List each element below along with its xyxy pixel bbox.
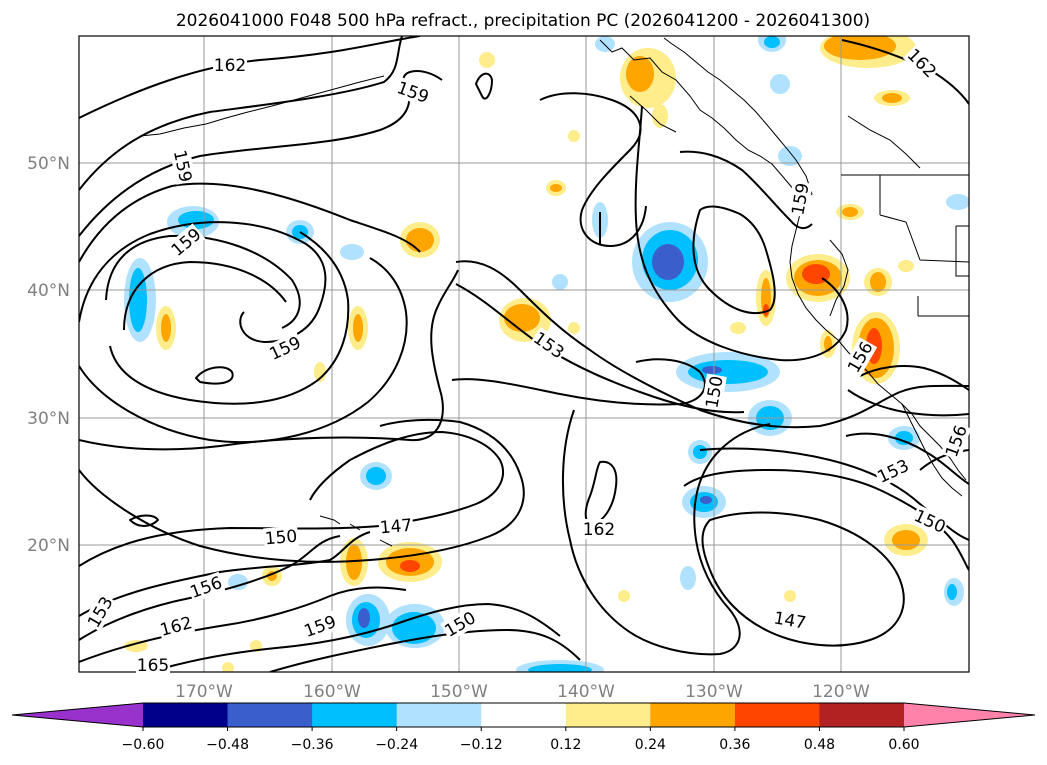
contour-label: 150 <box>264 527 298 550</box>
contour-label-bg <box>873 454 913 488</box>
colorbar-extend-high <box>904 703 1035 727</box>
contour-label-bg <box>156 611 196 641</box>
contour-label-bg <box>186 571 226 603</box>
contour-label-bg <box>787 180 813 218</box>
colorbar-segment <box>312 703 398 727</box>
colorbar-tick-label: 0.12 <box>550 737 581 753</box>
contour-label-bg <box>300 610 340 642</box>
colorbar-segment <box>734 703 820 727</box>
contour-label-bg <box>136 655 170 675</box>
contour-label-bg <box>440 606 480 642</box>
colorbar: −0.60 −0.48 −0.36 −0.24 −0.12 0.12 0.24 0.36 0.4… <box>11 702 1036 753</box>
colorbar-extend-low <box>12 703 143 727</box>
figure-title: 2026041000 F048 500 hPa refract., precip… <box>176 11 870 31</box>
contour-label-bg <box>378 514 414 538</box>
colorbar-tick-label: 0.48 <box>804 737 835 753</box>
contour-label-bg <box>393 76 433 108</box>
latitude-labels: 50°N 40°N 30°N 20°N <box>27 154 70 556</box>
lon-label-150w: 150°W <box>430 682 488 702</box>
colorbar-segment <box>143 703 229 727</box>
contour-label-bg <box>265 331 305 365</box>
colorbar-tick-label: −0.36 <box>291 737 334 753</box>
colorbar-segment <box>481 703 567 727</box>
contour-label-bg <box>902 43 942 83</box>
refractivity-contours <box>79 36 969 672</box>
colorbar-tick-label: 0.36 <box>719 737 750 753</box>
colorbar-tick-label: 0.60 <box>888 737 919 753</box>
contour-label-bg <box>263 525 299 549</box>
contour-label-bg <box>842 337 878 377</box>
colorbar-tick-label: −0.24 <box>375 737 418 753</box>
contour-label-bg <box>701 373 727 411</box>
longitude-labels: 170°W 160°W 150°W 140°W 130°W 120°W <box>175 682 870 702</box>
colorbar-tick-label: 0.24 <box>635 737 666 753</box>
contour-label: 162 <box>214 56 246 76</box>
lon-label-140w: 140°W <box>557 682 615 702</box>
contour-label: 147 <box>379 516 413 539</box>
lon-label-170w: 170°W <box>175 682 233 702</box>
colorbar-segment <box>227 703 313 727</box>
contour-label-bg <box>529 327 569 363</box>
contour-label-bg <box>169 147 197 185</box>
contour-label-bg <box>910 504 950 538</box>
colorbar-segment <box>565 703 651 727</box>
contour-label-bg <box>82 592 118 632</box>
colorbar-tick-label: −0.60 <box>122 737 165 753</box>
colorbar-tick-label: −0.48 <box>206 737 249 753</box>
colorbar-segment <box>819 703 905 727</box>
colorbar-segment <box>396 703 482 727</box>
contour-label-bg <box>771 607 809 633</box>
lon-label-130w: 130°W <box>685 682 743 702</box>
contour-label-bg <box>166 223 206 261</box>
lat-label-30n: 30°N <box>27 409 70 429</box>
lat-label-20n: 20°N <box>27 536 70 556</box>
contour-label: 162 <box>583 520 615 540</box>
contour-label: 165 <box>137 656 169 676</box>
colorbar-tick-label: −0.12 <box>460 737 503 753</box>
lat-label-50n: 50°N <box>27 154 70 174</box>
contour-label-bg <box>940 421 972 461</box>
graticule <box>79 36 969 672</box>
colorbar-segment <box>650 703 736 727</box>
map-frame <box>78 35 970 673</box>
contour-label-bg <box>213 55 247 75</box>
lon-label-160w: 160°W <box>303 682 361 702</box>
lat-label-40n: 40°N <box>27 281 70 301</box>
contour-label-bg <box>582 519 616 539</box>
lon-label-120w: 120°W <box>812 682 870 702</box>
